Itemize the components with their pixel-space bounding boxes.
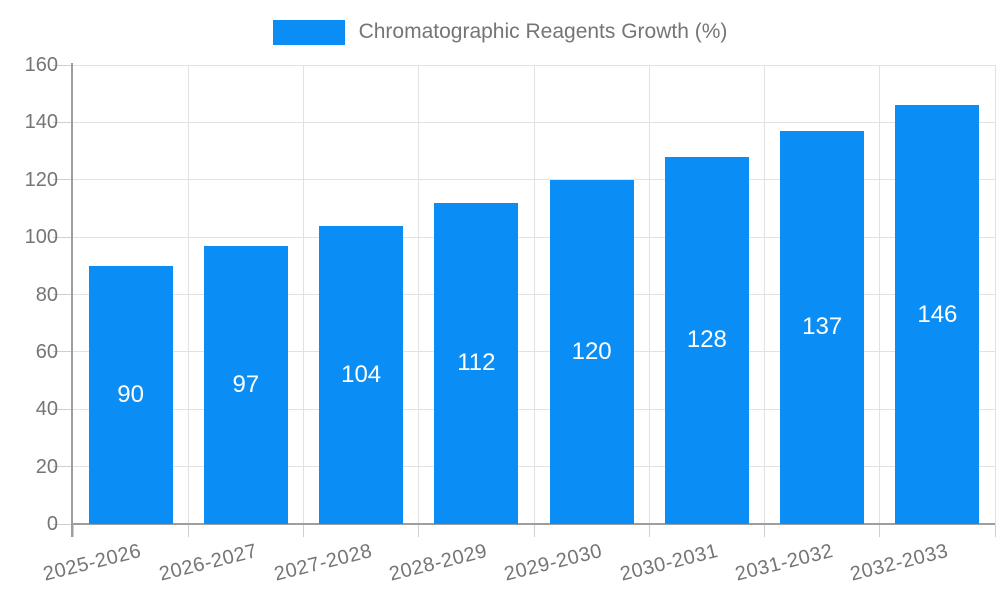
x-axis-tick	[303, 524, 304, 537]
bar[interactable]	[780, 130, 865, 524]
x-gridline	[648, 65, 650, 524]
y-axis-tick	[53, 408, 73, 410]
y-axis-label: 0	[46, 513, 58, 535]
y-axis-tick	[53, 294, 73, 295]
x-axis-label: 2028-2029	[387, 540, 490, 586]
legend-swatch	[272, 19, 345, 45]
y-axis-tick	[53, 236, 73, 238]
bar[interactable]	[319, 225, 404, 524]
bar[interactable]	[203, 245, 288, 524]
y-axis-label: 120	[24, 168, 58, 191]
x-gridline	[187, 65, 189, 524]
y-axis-tick	[53, 523, 73, 525]
x-axis-tick	[764, 524, 765, 537]
y-axis-tick	[53, 179, 73, 181]
legend-label: Chromatographic Reagents Growth (%)	[358, 20, 728, 43]
x-gridline	[303, 65, 304, 524]
x-axis-label: 2030-2031	[617, 540, 721, 586]
y-axis-tick	[53, 466, 73, 468]
x-axis-label: 2025-2026	[41, 540, 144, 586]
x-axis-tick	[533, 524, 535, 537]
y-axis-tick	[53, 64, 73, 66]
x-axis-tick	[72, 524, 74, 537]
x-gridline	[879, 65, 881, 524]
x-axis-label: 2029-2030	[502, 540, 605, 586]
x-axis-label: 2032-2033	[848, 540, 951, 586]
legend[interactable]: Chromatographic Reagents Growth (%)	[0, 17, 1000, 47]
y-axis-label: 60	[35, 340, 58, 363]
x-axis-tick	[418, 524, 420, 537]
bar[interactable]	[88, 265, 173, 524]
bar[interactable]	[895, 105, 980, 524]
y-axis-label: 20	[35, 455, 58, 478]
bar[interactable]	[664, 156, 749, 524]
x-axis-label: 2027-2028	[271, 540, 375, 586]
y-axis-tick	[53, 121, 73, 123]
y-axis-tick	[53, 351, 73, 353]
x-axis-label: 2031-2032	[732, 540, 836, 586]
bar[interactable]	[434, 202, 519, 524]
y-axis-line	[71, 63, 73, 537]
x-gridline	[418, 65, 420, 524]
y-axis-label: 80	[35, 283, 58, 306]
x-gridline	[764, 65, 765, 524]
y-axis-label: 140	[24, 111, 58, 134]
y-axis-label: 40	[35, 398, 58, 421]
x-axis-tick	[994, 524, 996, 537]
x-axis-tick	[187, 524, 189, 537]
y-axis-label: 160	[24, 54, 58, 76]
x-axis-line	[71, 523, 995, 525]
x-axis-tick	[648, 524, 650, 537]
x-axis-tick	[879, 524, 881, 537]
y-axis-label: 100	[24, 226, 58, 249]
bar[interactable]	[549, 179, 634, 524]
x-gridline	[533, 65, 535, 524]
x-gridline	[994, 65, 996, 524]
x-axis-label: 2026-2027	[156, 540, 260, 586]
